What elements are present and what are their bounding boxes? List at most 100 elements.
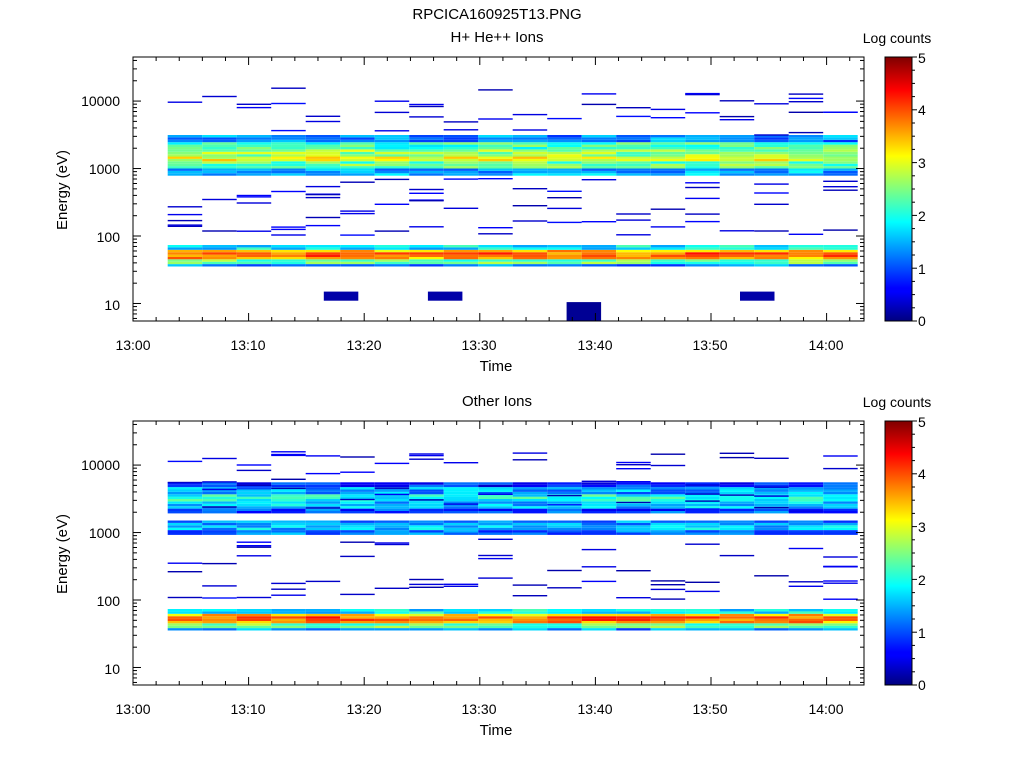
heatmap-cell — [581, 168, 617, 171]
heatmap-cell — [650, 261, 686, 265]
heatmap-cell — [202, 482, 237, 485]
heatmap-cell — [788, 613, 824, 617]
heatmap-cell — [443, 168, 479, 171]
heatmap-cell — [754, 484, 789, 488]
heatmap-cell — [616, 252, 651, 255]
heatmap-cell — [685, 482, 720, 485]
heatmap-cell — [271, 511, 306, 514]
heatmap-cell — [167, 256, 203, 260]
heatmap-cell — [547, 569, 582, 572]
heatmap-cell — [167, 158, 203, 162]
heatmap-cell — [650, 584, 686, 586]
heatmap-cell — [443, 135, 479, 138]
heatmap-cell — [788, 522, 824, 526]
heatmap-cell — [236, 163, 272, 167]
heatmap-cell — [650, 259, 686, 262]
heatmap-cell — [374, 178, 410, 181]
heatmap-cell — [547, 252, 582, 255]
heatmap-cell — [823, 618, 858, 621]
heatmap-cell — [788, 170, 824, 174]
heatmap-cell — [823, 530, 858, 533]
heatmap-cell — [202, 628, 237, 631]
heatmap-cell — [581, 580, 617, 583]
heatmap-cell — [823, 158, 858, 162]
heatmap-cell — [547, 197, 582, 199]
heatmap-cell — [236, 170, 272, 174]
colorbar-ticks — [912, 420, 917, 686]
heatmap-cell — [581, 484, 617, 488]
heatmap-cell — [271, 628, 306, 631]
heatmap-cell — [650, 598, 686, 600]
heatmap-cell — [581, 264, 617, 267]
heatmap-cell — [616, 520, 651, 523]
heatmap-cell — [616, 623, 651, 626]
heatmap-cell — [271, 166, 306, 169]
heatmap-cell — [719, 527, 755, 531]
heatmap-cell — [478, 491, 513, 495]
heatmap-cell — [512, 166, 548, 169]
heatmap-cell — [719, 154, 755, 157]
heatmap-cell — [374, 625, 410, 629]
heatmap-cell — [512, 129, 548, 131]
heatmap-cell — [685, 508, 720, 511]
heatmap-cell — [305, 259, 341, 262]
heatmap-cell — [236, 511, 272, 514]
heatmap-cell — [547, 207, 582, 210]
heatmap-cell — [823, 625, 858, 629]
heatmap-cell — [823, 620, 858, 624]
heatmap-cell — [823, 149, 858, 152]
heatmap-cell — [340, 151, 375, 155]
heatmap-cell — [719, 139, 755, 143]
heatmap-cell — [443, 532, 479, 535]
heatmap-cell — [754, 247, 789, 250]
heatmap-cell — [616, 628, 651, 631]
heatmap-cell — [340, 618, 375, 621]
heatmap-cell — [478, 554, 513, 557]
heatmap-cell — [616, 620, 651, 624]
heatmap-cell — [581, 256, 617, 260]
heatmap-cell — [616, 151, 651, 155]
heatmap-cell — [547, 190, 582, 192]
heatmap-cell — [788, 616, 824, 619]
heatmap-cell — [581, 252, 617, 255]
heatmap-cell — [581, 156, 617, 159]
heatmap-cell — [581, 144, 617, 147]
heatmap-cell — [823, 186, 858, 188]
heatmap-cell — [719, 254, 755, 257]
heatmap-cell — [236, 264, 272, 267]
colorbar-tick-label: 2 — [918, 572, 926, 588]
heatmap-cell — [685, 137, 720, 140]
heatmap-cell — [788, 499, 824, 502]
heatmap-cell — [374, 163, 410, 167]
heatmap-cell — [547, 163, 582, 167]
heatmap-cell — [271, 494, 306, 497]
plot-frame-other — [132, 420, 865, 686]
heatmap-cell — [409, 618, 444, 621]
heatmap-cell — [512, 499, 548, 502]
heatmap-cell — [685, 139, 720, 143]
heatmap-cell — [616, 219, 651, 221]
heatmap-cell — [271, 147, 306, 150]
heatmap-cell — [788, 532, 824, 535]
heatmap-cell — [167, 562, 203, 564]
heatmap-cell — [478, 259, 513, 262]
heatmap-cell — [512, 261, 548, 265]
heatmap-cell — [823, 245, 858, 248]
heatmap-cell — [271, 163, 306, 167]
heatmap-cell — [340, 456, 375, 458]
heatmap-cell — [512, 506, 548, 509]
heatmap-cell — [685, 500, 720, 502]
heatmap-cell — [478, 557, 513, 560]
heatmap-cell — [719, 264, 755, 267]
heatmap-cell — [236, 137, 272, 140]
x-tick-label: 13:20 — [346, 701, 381, 717]
heatmap-cell — [478, 494, 513, 497]
heatmap-cell — [271, 487, 306, 489]
heatmap-cell — [823, 180, 858, 182]
heatmap-cell — [202, 506, 237, 508]
colorbar-tick-label: 3 — [918, 519, 926, 535]
heatmap-cell — [271, 613, 306, 617]
heatmap-cell — [409, 532, 444, 535]
heatmap-cell — [719, 503, 755, 507]
heatmap-cell — [305, 166, 341, 169]
